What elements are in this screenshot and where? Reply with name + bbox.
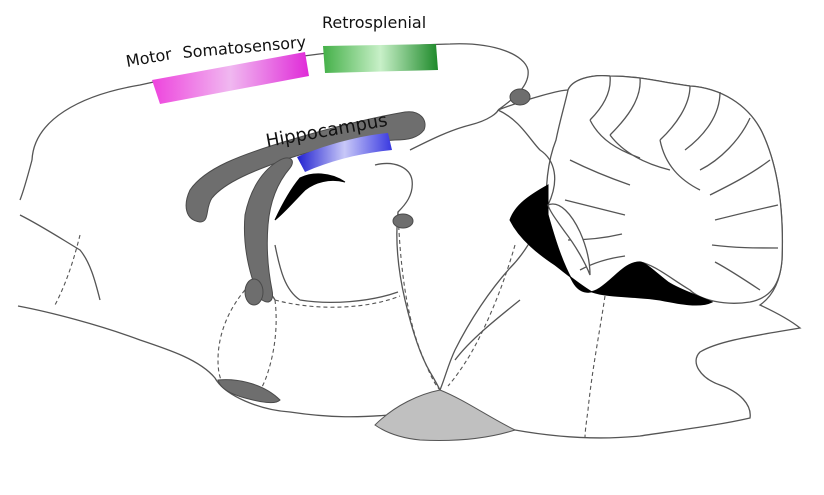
olfactory-dashed-boundary [54,234,81,306]
brainstem-dashed [584,295,606,439]
label-motor: Motor [124,44,173,71]
lateral-ventricle [274,173,346,221]
superior-colliculus-node [509,88,531,106]
retrosplenial-region [323,44,438,73]
pons-line [454,299,521,361]
motor-somatosensory-region [152,52,309,104]
thalamic-nucleus-node [392,213,414,229]
hindbrain-dashed [397,211,441,391]
label-retrosplenial: Retrosplenial [322,13,426,32]
olfactory-front-edge [19,159,33,201]
cerebellar-notch [547,203,591,276]
hippocampus-region [297,133,392,172]
midbrain-dashed [447,244,516,387]
pituitary-gland [374,389,517,441]
hypothalamus-outline [274,244,399,303]
optic-tract [217,379,281,404]
thalamus-upper-outline [409,109,499,151]
thalamus-outline [374,162,441,391]
fourth-ventricle [509,184,714,306]
anterior-commissure [244,278,264,306]
olfactory-lower-edge [19,214,101,301]
cerebellum-folia [564,75,779,291]
striatum-dashed-left [217,289,246,383]
hypothalamus-dashed [274,295,401,308]
